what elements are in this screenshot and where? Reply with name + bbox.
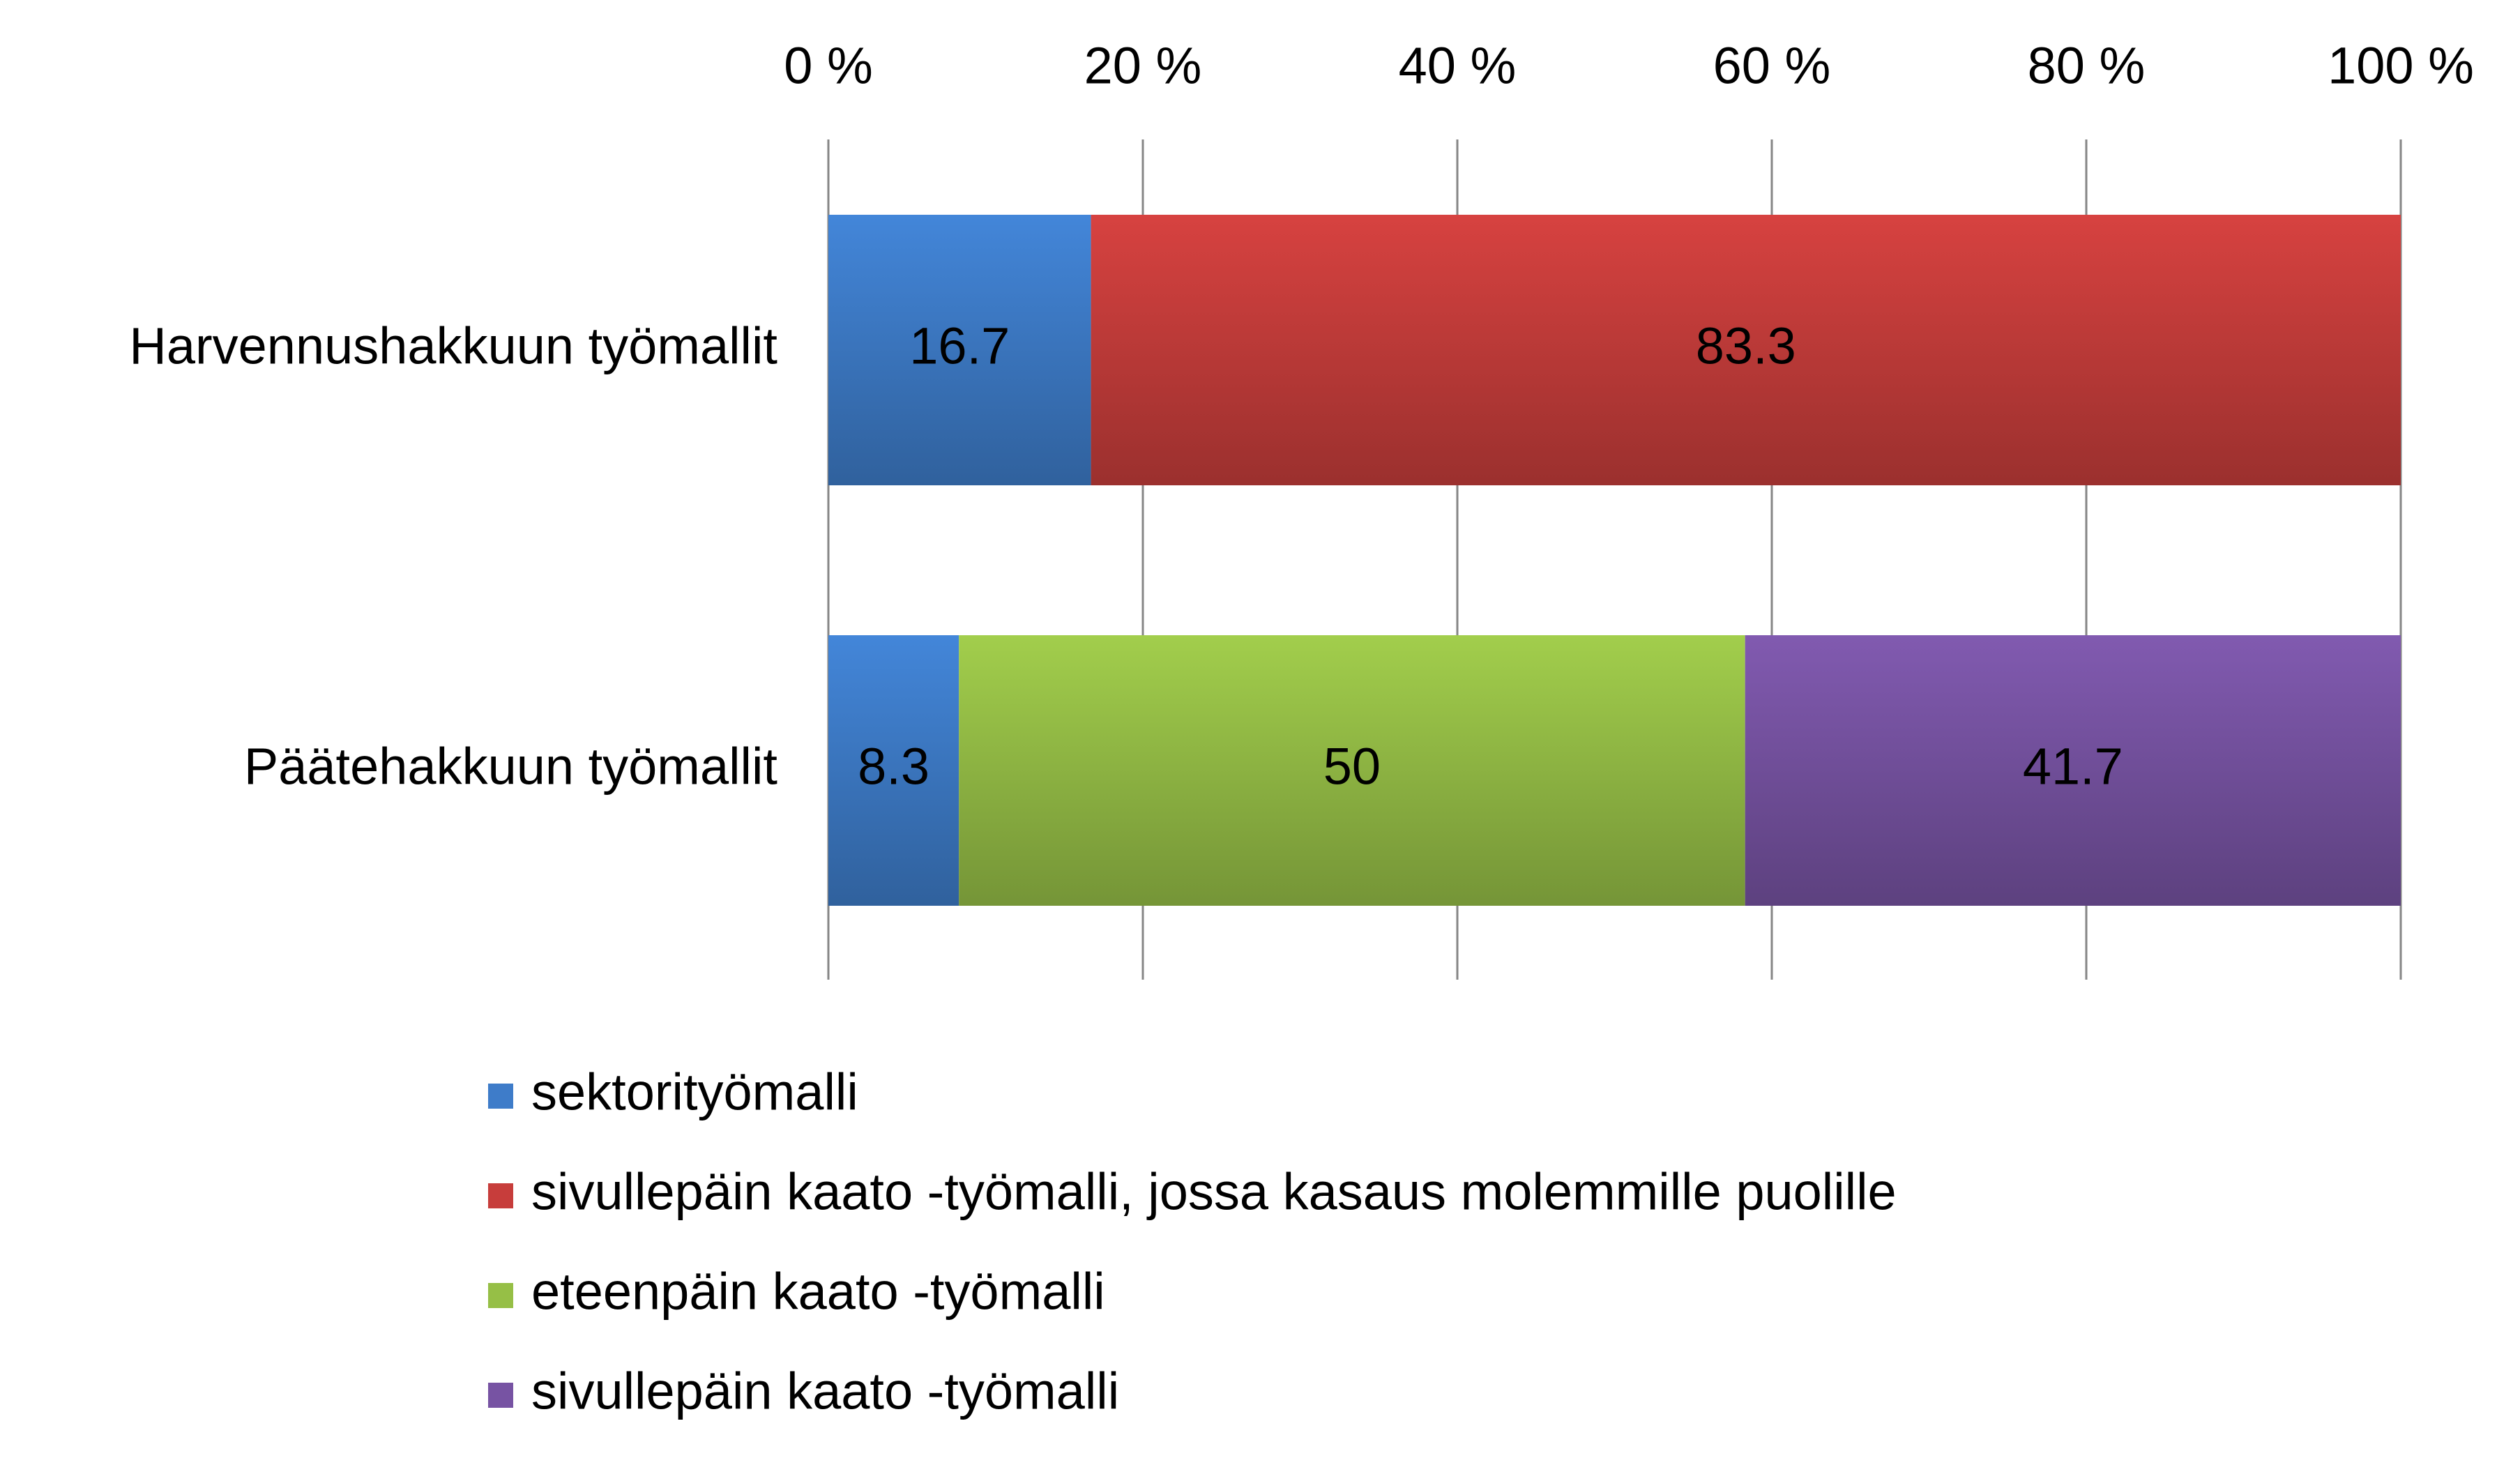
legend-swatch [488,1283,513,1308]
bar-segment-sektorityomalli [828,215,1091,485]
legend-swatch [488,1084,513,1109]
category-label: Päätehakkuun työmallit [244,738,778,796]
legend-label: eteenpäin kaato -työmalli [531,1263,1105,1321]
data-label: 8.3 [858,738,929,796]
bar-segment-sivullepain-kaato-tyomalli [1745,635,2401,906]
category-labels: Harvennushakkuun työmallit Päätehakkuun t… [129,317,777,796]
x-tick-label: 0 % [784,37,873,95]
category-label: Harvennushakkuun työmallit [129,317,777,375]
data-label: 50 [1323,738,1381,796]
bar-segment-sivullepain-kaato-tyomalli-jossa-kasaus-molemmille-puolille [1091,215,2401,485]
bars: 16.7 83.3 8.3 50 41.7 [828,215,2401,906]
legend-swatch [488,1383,513,1408]
x-tick-label: 60 % [1713,37,1831,95]
x-axis-ticks: 0 % 20 % 40 % 60 % 80 % 100 % [784,37,2474,95]
x-tick-label: 100 % [2328,37,2474,95]
legend-label: sivullepäin kaato -työmalli [531,1362,1119,1420]
bar-segment-sektorityomalli [828,635,959,906]
data-label: 83.3 [1696,317,1796,375]
legend-label: sivullepäin kaato -työmalli, jossa kasau… [531,1163,1897,1221]
data-label: 16.7 [909,317,1010,375]
data-label: 41.7 [2023,738,2123,796]
bar-segment-eteenpain-kaato-tyomalli [959,635,1745,906]
legend-label: sektorityömalli [531,1063,858,1121]
legend: sektorityömalli sivullepäin kaato -työmal… [488,1063,1897,1420]
x-tick-label: 20 % [1084,37,1202,95]
x-tick-label: 40 % [1399,37,1517,95]
legend-swatch [488,1183,513,1208]
x-tick-label: 80 % [2028,37,2146,95]
